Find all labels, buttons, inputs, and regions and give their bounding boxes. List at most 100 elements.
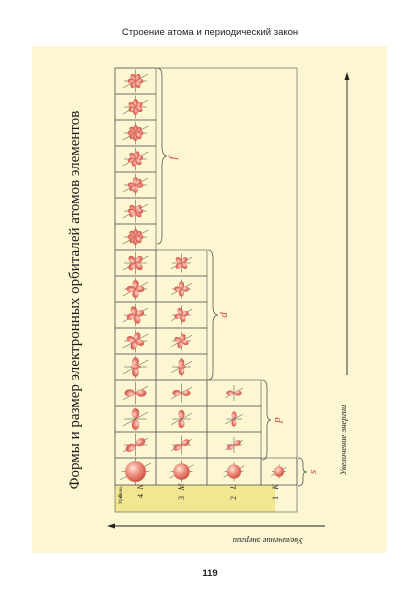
level-3-n: 3 (177, 496, 186, 500)
orbital-cell (155, 353, 208, 381)
orbital-f-2 (122, 95, 149, 119)
sublevel-braces (156, 67, 308, 487)
orbital-lobe (173, 443, 182, 451)
orbital-lobe (181, 310, 189, 317)
orbital-lobe (175, 262, 182, 269)
orbital-lobe (135, 438, 146, 447)
level-labels: 4 N 3 M 2 L 1 K (136, 482, 280, 500)
level-4-letter: N (136, 484, 145, 491)
orbital-lobe (231, 411, 237, 419)
sublevel-label-d: d (218, 312, 230, 318)
orbital-lobe (172, 389, 182, 397)
level-1-n: 1 (271, 496, 280, 500)
orbital-lobe (181, 389, 191, 397)
orbital-lobe (178, 367, 185, 375)
orbital-lobe (132, 367, 139, 377)
level-1-letter: K (271, 484, 280, 491)
orbital-p-3 (225, 437, 243, 453)
sublevel-label-f: f (167, 155, 179, 160)
orbital-p-3 (170, 435, 193, 455)
orbital-p-2 (170, 409, 193, 429)
orbital-lobe (134, 81, 141, 89)
orbital-p-2 (122, 407, 149, 431)
brace-s (297, 457, 308, 487)
orbital-lobe (135, 178, 142, 186)
page-number: 119 (202, 568, 218, 579)
orbital-lobe (136, 389, 147, 397)
orbital-d-4 (170, 331, 193, 351)
orbital-lobe (132, 289, 139, 299)
orbital-lobe (135, 158, 142, 166)
orbital-lobe (135, 339, 145, 346)
orbital-lobe (178, 281, 185, 289)
orbital-lobe (181, 286, 189, 292)
level-2-n: 2 (229, 496, 238, 500)
orbital-lobe (174, 336, 182, 343)
orbital-lobe (234, 440, 241, 446)
orbital-d-5 (170, 357, 193, 377)
orbital-p-3 (122, 433, 149, 457)
running-head: Строение атома и периодический закон (121, 27, 299, 38)
orbital-sphere (125, 461, 146, 482)
orbital-lobe (127, 208, 136, 214)
orbital-sphere (273, 466, 285, 477)
orbital-lobe (133, 332, 141, 341)
orbital-s-1 (223, 462, 245, 481)
sublevel-label-p: p (271, 417, 283, 424)
orbital-lobe (129, 184, 136, 192)
orbital-lobe (135, 106, 143, 113)
orbital-d-2 (170, 279, 193, 299)
orbital-lobe (128, 262, 136, 271)
sublevel-label-s: s (307, 470, 319, 474)
orbital-f-3 (122, 121, 149, 145)
orbital-d-3 (122, 303, 149, 327)
orbital-lobe (175, 257, 182, 264)
orbital-lobe (226, 390, 234, 396)
orbital-lobe (135, 255, 143, 264)
brace-f (156, 67, 168, 245)
energy-arrow-vertical-label: Увеличение энергии (338, 405, 348, 476)
orbital-s-1 (169, 460, 194, 483)
level-4-n: 4 (136, 494, 145, 498)
brace-d (207, 249, 219, 381)
orbital-lobe (135, 285, 145, 293)
orbital-lobe (130, 341, 138, 350)
orbital-d-2 (122, 277, 149, 301)
orbital-lobe (178, 359, 185, 367)
orbital-lobe (234, 390, 242, 396)
energy-arrow-horizontal: Увеличение энергии (107, 523, 325, 546)
orbital-lobe (177, 341, 183, 349)
figure-panel (32, 46, 387, 553)
energy-arrow-vertical: Увеличение энергии (338, 72, 350, 475)
orbital-lobe (132, 279, 139, 289)
header-sublevel: Уровень (119, 486, 124, 504)
orbital-lobe (178, 419, 185, 428)
orbital-lobe (135, 208, 144, 214)
orbital-ring (130, 365, 141, 369)
orbital-sphere (226, 464, 242, 479)
orbital-lobe (135, 262, 143, 271)
orbital-ring (177, 365, 186, 369)
orbital-lobe (126, 336, 136, 343)
orbital-lobe (181, 439, 190, 447)
orbital-d-1 (122, 251, 149, 275)
orbital-sphere (173, 463, 190, 480)
orbital-f-5 (122, 173, 149, 197)
orbital-lobe (128, 255, 136, 264)
orbital-lobe (132, 357, 139, 367)
orbital-lobe (181, 262, 188, 269)
orbital-s-1 (119, 457, 152, 486)
orbital-s-1 (271, 464, 287, 479)
orbital-f-1 (122, 69, 149, 93)
orbital-lobe (125, 443, 136, 452)
brace-p (261, 379, 272, 461)
orbital-lobe (181, 339, 189, 346)
energy-arrow-horizontal-label: Увеличение энергии (233, 536, 304, 546)
orbital-p-1 (225, 385, 243, 401)
orbital-grid (114, 67, 298, 513)
orbital-lobe (177, 307, 183, 315)
orbital-lobe (131, 419, 140, 430)
orbital-lobe (180, 315, 186, 323)
orbital-lobe (135, 132, 142, 140)
